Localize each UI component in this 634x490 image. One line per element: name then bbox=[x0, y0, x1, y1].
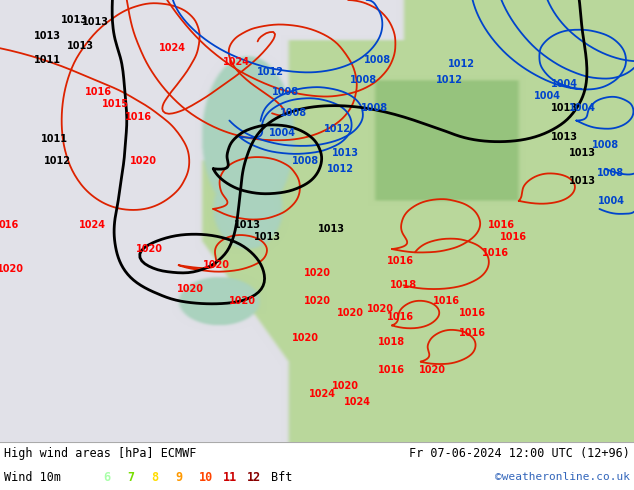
Text: 1016: 1016 bbox=[433, 296, 460, 306]
Text: 1016: 1016 bbox=[459, 328, 486, 339]
Text: 1020: 1020 bbox=[203, 260, 230, 270]
Text: 1008: 1008 bbox=[361, 103, 388, 114]
Text: 7: 7 bbox=[127, 471, 134, 484]
Text: 1016: 1016 bbox=[488, 220, 515, 230]
Text: 1012: 1012 bbox=[448, 59, 475, 69]
Text: 1008: 1008 bbox=[597, 168, 624, 178]
Text: 1016: 1016 bbox=[125, 112, 152, 122]
Text: 1004: 1004 bbox=[269, 127, 296, 138]
Text: 1016: 1016 bbox=[378, 365, 405, 375]
Text: 1020: 1020 bbox=[367, 304, 394, 315]
Text: 1013: 1013 bbox=[67, 41, 94, 51]
Text: 1024: 1024 bbox=[159, 43, 186, 53]
Text: 1011: 1011 bbox=[41, 134, 68, 144]
Text: 9: 9 bbox=[175, 471, 182, 484]
Text: Fr 07-06-2024 12:00 UTC (12+96): Fr 07-06-2024 12:00 UTC (12+96) bbox=[409, 447, 630, 460]
Text: 1016: 1016 bbox=[459, 308, 486, 318]
Text: 1020: 1020 bbox=[332, 381, 359, 391]
Text: 11: 11 bbox=[223, 471, 237, 484]
Text: 1020: 1020 bbox=[304, 296, 330, 306]
Text: 1004: 1004 bbox=[534, 92, 561, 101]
Text: 1020: 1020 bbox=[0, 264, 24, 274]
Text: 1018: 1018 bbox=[390, 280, 417, 290]
Text: 1013: 1013 bbox=[318, 224, 345, 234]
Text: 1013: 1013 bbox=[82, 17, 108, 27]
Text: 10: 10 bbox=[199, 471, 213, 484]
Text: 1016: 1016 bbox=[500, 232, 526, 242]
Text: 1013: 1013 bbox=[332, 147, 359, 158]
Text: 1012: 1012 bbox=[257, 67, 285, 77]
Text: 6: 6 bbox=[103, 471, 110, 484]
Text: 1020: 1020 bbox=[337, 308, 364, 318]
Text: 1013: 1013 bbox=[552, 132, 578, 142]
Text: 1020: 1020 bbox=[304, 268, 330, 278]
Text: 1004: 1004 bbox=[569, 103, 595, 114]
Text: 1016: 1016 bbox=[387, 313, 414, 322]
Text: 1004: 1004 bbox=[597, 196, 624, 206]
Text: 1008: 1008 bbox=[292, 156, 319, 166]
Text: 1020: 1020 bbox=[129, 156, 157, 166]
Text: 1012: 1012 bbox=[44, 156, 71, 166]
Text: 1008: 1008 bbox=[280, 107, 307, 118]
Text: 1013: 1013 bbox=[569, 176, 595, 186]
Text: 1008: 1008 bbox=[364, 55, 391, 65]
Text: 016: 016 bbox=[0, 220, 19, 230]
Text: 1020: 1020 bbox=[136, 244, 164, 254]
Text: 1024: 1024 bbox=[309, 389, 336, 399]
Text: 1020: 1020 bbox=[177, 284, 204, 294]
Text: 1012: 1012 bbox=[324, 123, 351, 134]
Text: 1004: 1004 bbox=[552, 79, 578, 89]
Text: 8: 8 bbox=[151, 471, 158, 484]
Text: 1012: 1012 bbox=[327, 164, 354, 174]
Text: 1018: 1018 bbox=[378, 337, 406, 346]
Polygon shape bbox=[150, 0, 599, 411]
Text: 1013: 1013 bbox=[552, 103, 578, 114]
Text: 1013: 1013 bbox=[34, 31, 61, 41]
Text: 1013: 1013 bbox=[235, 220, 261, 230]
Text: 1016: 1016 bbox=[482, 248, 509, 258]
Text: High wind areas [hPa] ECMWF: High wind areas [hPa] ECMWF bbox=[4, 447, 197, 460]
Text: 1012: 1012 bbox=[436, 75, 463, 85]
Text: 1024: 1024 bbox=[344, 397, 371, 407]
Text: 1024: 1024 bbox=[223, 57, 250, 67]
Text: 1016: 1016 bbox=[84, 87, 112, 98]
Text: 1016: 1016 bbox=[387, 256, 414, 266]
Text: Wind 10m: Wind 10m bbox=[4, 471, 61, 484]
Text: 1011: 1011 bbox=[34, 55, 61, 65]
Text: 1024: 1024 bbox=[79, 220, 106, 230]
Text: 1015: 1015 bbox=[102, 99, 129, 109]
Text: Bft: Bft bbox=[271, 471, 292, 484]
Text: 12: 12 bbox=[247, 471, 261, 484]
Text: ©weatheronline.co.uk: ©weatheronline.co.uk bbox=[495, 472, 630, 482]
Text: 1020: 1020 bbox=[419, 365, 446, 375]
Text: 1013: 1013 bbox=[254, 232, 281, 242]
Text: 1020: 1020 bbox=[229, 296, 256, 306]
Text: 1008: 1008 bbox=[272, 87, 299, 98]
Text: 1013: 1013 bbox=[61, 15, 88, 25]
Text: 1013: 1013 bbox=[569, 147, 595, 158]
Text: 1020: 1020 bbox=[292, 333, 319, 343]
Text: 1008: 1008 bbox=[592, 140, 619, 149]
Text: 1008: 1008 bbox=[349, 75, 377, 85]
